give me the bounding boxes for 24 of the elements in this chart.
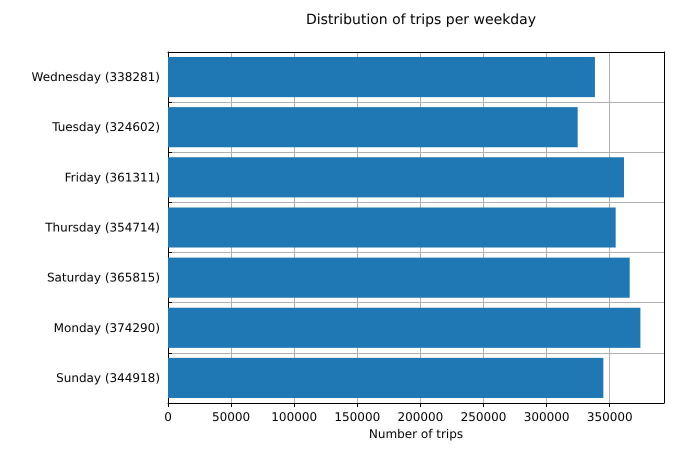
bar bbox=[168, 57, 595, 98]
bar bbox=[168, 207, 616, 248]
bar bbox=[168, 308, 640, 348]
x-tick-label: 150000 bbox=[334, 410, 380, 424]
bar bbox=[168, 157, 624, 198]
y-tick-label: Monday (374290) bbox=[54, 320, 160, 335]
y-tick-label: Tuesday (324602) bbox=[51, 120, 160, 134]
x-tick-label: 0 bbox=[164, 410, 172, 424]
x-tick-label: 200000 bbox=[398, 410, 444, 424]
y-tick-label: Thursday (354714) bbox=[44, 220, 160, 234]
x-tick-label: 100000 bbox=[271, 410, 318, 424]
y-tick-label: Sunday (344918) bbox=[56, 370, 160, 385]
bar bbox=[168, 358, 604, 398]
y-tick-label: Wednesday (338281) bbox=[32, 70, 160, 84]
bar bbox=[168, 258, 630, 298]
x-tick-label: 300000 bbox=[524, 410, 570, 424]
x-axis-title: Number of trips bbox=[368, 426, 464, 441]
x-tick-label: 350000 bbox=[586, 410, 633, 424]
bar bbox=[168, 107, 578, 148]
y-tick-label: Friday (361311) bbox=[64, 170, 160, 184]
x-tick-label: 50000 bbox=[212, 410, 250, 424]
y-tick-label: Saturday (365815) bbox=[46, 270, 160, 285]
x-tick-label: 250000 bbox=[460, 410, 506, 424]
chart-title: Distribution of trips per weekday bbox=[306, 12, 536, 28]
